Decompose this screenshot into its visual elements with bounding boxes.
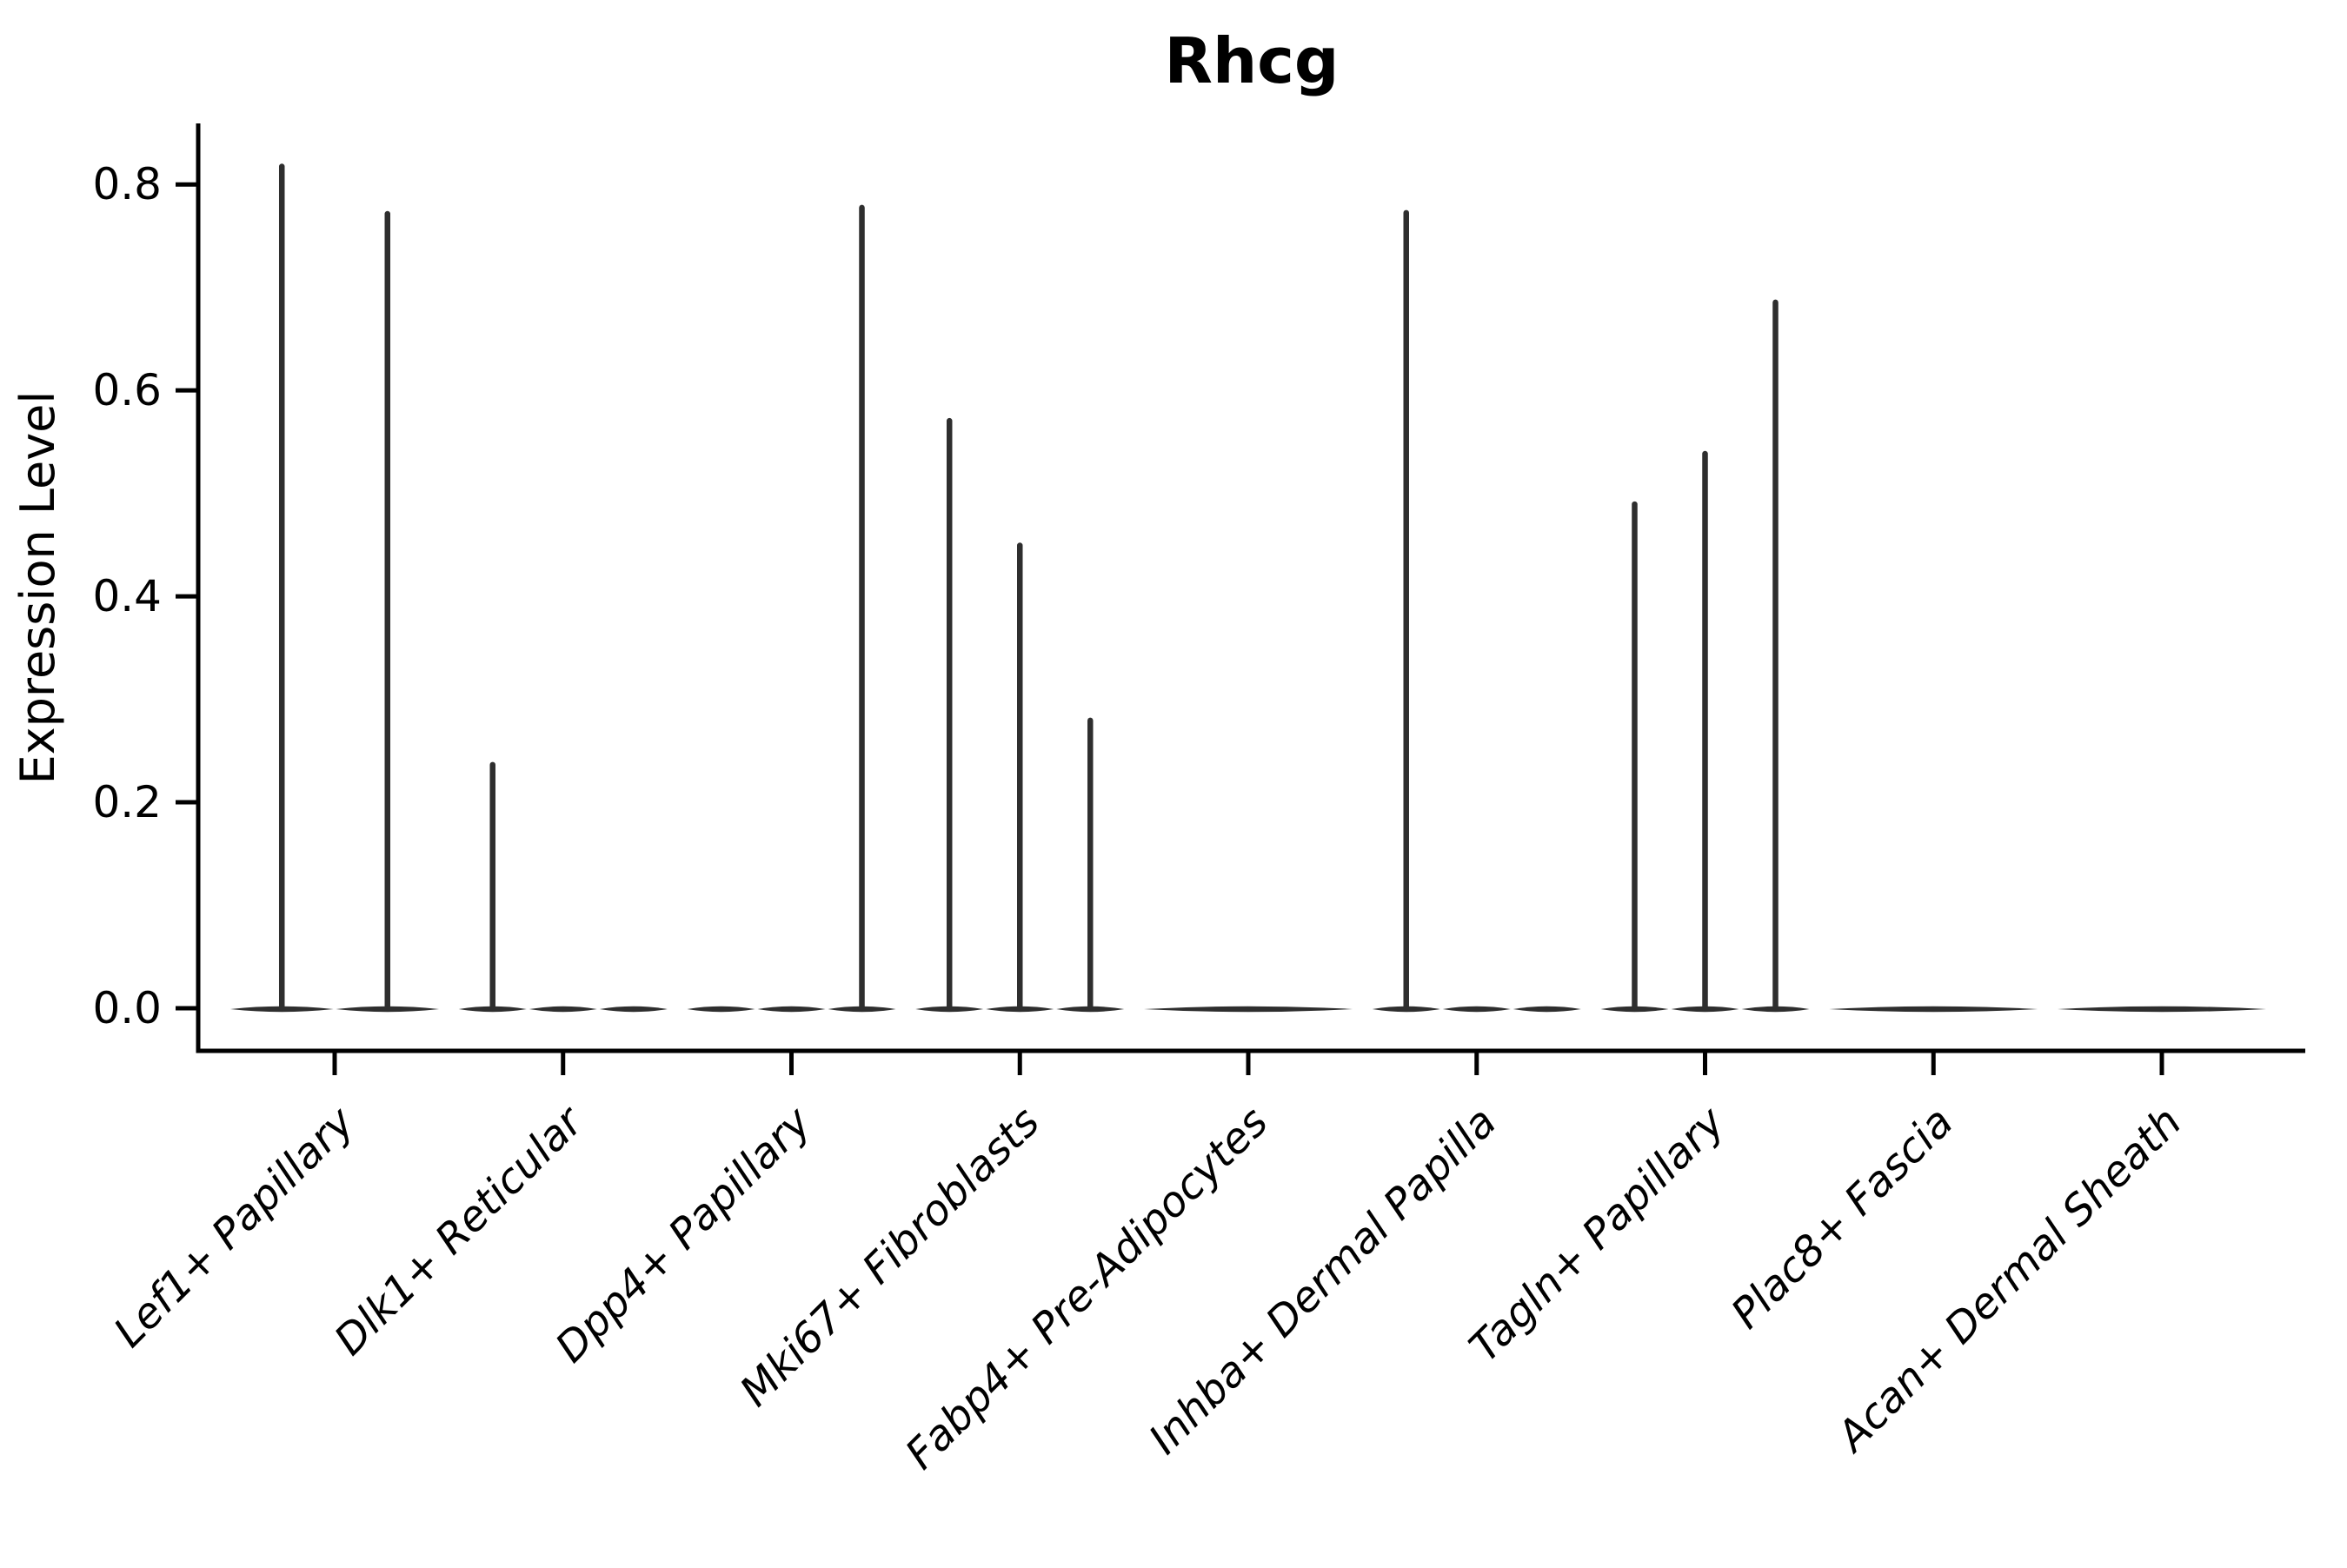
x-tick-label: Dpp4+ Papillary: [546, 1097, 821, 1372]
y-axis-label: Expression Level: [10, 391, 65, 785]
x-tick-label: Plac8+ Fascia: [1722, 1098, 1963, 1339]
y-tick-label: 0.8: [92, 159, 162, 209]
violin-base: [2057, 1006, 2267, 1013]
x-tick-label: Fabp4+ Pre-Adipocytes: [896, 1098, 1278, 1479]
violin-base: [529, 1006, 597, 1013]
x-tick-label: Dlk1+ Reticular: [325, 1096, 595, 1365]
violin-base: [1442, 1006, 1511, 1013]
y-tick-label: 0.4: [92, 571, 162, 621]
violin-base: [1513, 1006, 1581, 1013]
violin-base: [757, 1006, 826, 1013]
chart-title: Rhcg: [1165, 24, 1340, 97]
violin-base: [599, 1006, 668, 1013]
y-tick-label: 0.0: [92, 983, 162, 1033]
violin-base: [687, 1006, 755, 1013]
y-tick-label: 0.2: [92, 777, 162, 827]
violin-base: [1829, 1006, 2038, 1013]
x-tick-label: Lef1+ Papillary: [104, 1097, 364, 1357]
y-tick-label: 0.6: [92, 365, 162, 415]
violin-base: [1143, 1006, 1353, 1013]
x-tick-label: Tagln+ Papillary: [1460, 1097, 1735, 1372]
